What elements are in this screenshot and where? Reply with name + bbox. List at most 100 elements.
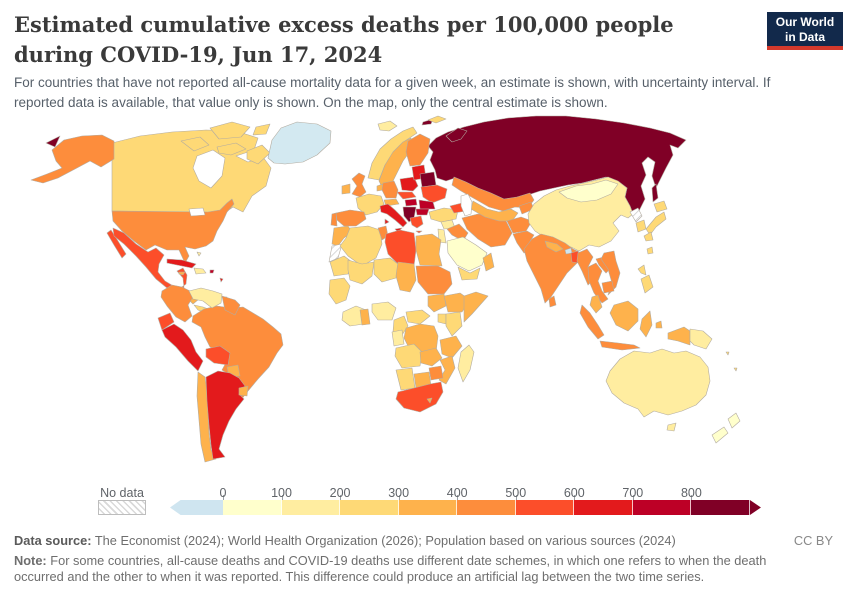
- country-poland[interactable]: [399, 176, 419, 192]
- country-angola[interactable]: [394, 343, 423, 369]
- country-peru[interactable]: [161, 323, 204, 372]
- country-jamaica[interactable]: [178, 271, 186, 276]
- country-philippines[interactable]: [637, 264, 647, 276]
- country-cambodia[interactable]: [601, 280, 615, 294]
- country-nigeria[interactable]: [371, 301, 397, 321]
- country-portugal[interactable]: [330, 212, 338, 227]
- legend-segment-500-600[interactable]: [515, 500, 575, 515]
- legend-segment-300-400[interactable]: [398, 500, 458, 515]
- country-hispaniola[interactable]: [193, 267, 207, 275]
- country-guyanas[interactable]: [221, 295, 241, 316]
- country-yemen[interactable]: [457, 266, 481, 281]
- country-venezuela[interactable]: [188, 287, 223, 309]
- country-western-sahara[interactable]: [328, 243, 343, 263]
- country-niger[interactable]: [373, 257, 399, 283]
- country-canada-islands[interactable]: [209, 121, 251, 140]
- country-bolivia[interactable]: [205, 345, 231, 366]
- country-chad[interactable]: [395, 261, 417, 293]
- legend-segment-below-zero[interactable]: [170, 500, 223, 515]
- country-cuba[interactable]: [166, 258, 197, 269]
- country-ecuador[interactable]: [157, 312, 175, 331]
- country-gabon-congo[interactable]: [391, 329, 405, 347]
- legend-segment-700-800[interactable]: [632, 500, 692, 515]
- country-new-zealand[interactable]: [711, 426, 729, 444]
- country-morocco[interactable]: [331, 225, 353, 247]
- country-svalbard[interactable]: [427, 115, 447, 124]
- country-sudan[interactable]: [415, 265, 453, 295]
- country-hungary[interactable]: [404, 198, 418, 207]
- owid-logo[interactable]: Our World in Data: [767, 12, 843, 50]
- country-japan[interactable]: [653, 200, 668, 213]
- country-ghana[interactable]: [359, 308, 371, 326]
- country-namibia[interactable]: [395, 367, 416, 391]
- country-japan[interactable]: [645, 211, 667, 236]
- country-algeria[interactable]: [339, 225, 383, 267]
- country-alaska[interactable]: [30, 134, 115, 184]
- legend-segment-600-700[interactable]: [574, 500, 633, 515]
- country-nepal[interactable]: [544, 240, 564, 253]
- country-pacific-islands[interactable]: [725, 351, 730, 356]
- country-finland[interactable]: [405, 133, 431, 167]
- country-indonesia-java[interactable]: [599, 340, 641, 351]
- country-malaysia[interactable]: [589, 294, 603, 314]
- country-canada-islands[interactable]: [216, 142, 247, 156]
- country-central-asia[interactable]: [470, 200, 519, 222]
- country-south-korea[interactable]: [635, 219, 647, 233]
- legend-no-data-swatch[interactable]: [98, 500, 146, 515]
- country-indonesia-sulawesi[interactable]: [639, 310, 653, 338]
- country-afghanistan[interactable]: [506, 216, 533, 234]
- country-iceland[interactable]: [377, 120, 398, 132]
- country-ukraine[interactable]: [420, 184, 448, 204]
- country-lesotho[interactable]: [426, 397, 433, 404]
- country-egypt[interactable]: [415, 233, 443, 267]
- country-iraq[interactable]: [446, 223, 469, 242]
- country-uganda[interactable]: [437, 313, 447, 325]
- legend-segment-400-500[interactable]: [457, 500, 516, 515]
- country-tanzania[interactable]: [439, 335, 463, 359]
- country-australia[interactable]: [605, 348, 711, 418]
- country-russia-sakhalin[interactable]: [651, 183, 659, 203]
- country-puerto-rico[interactable]: [209, 269, 215, 274]
- country-zambia[interactable]: [419, 347, 443, 367]
- country-oman[interactable]: [482, 252, 495, 272]
- country-turkey[interactable]: [428, 207, 459, 223]
- country-russia-novaya-zemlya[interactable]: [445, 127, 468, 143]
- country-mexico-baja[interactable]: [106, 229, 127, 259]
- country-north-korea[interactable]: [629, 207, 643, 223]
- country-russia-chukotka[interactable]: [45, 135, 61, 148]
- country-greece[interactable]: [409, 215, 424, 229]
- country-uruguay[interactable]: [238, 385, 249, 397]
- country-italy[interactable]: [379, 203, 408, 228]
- country-bulgaria[interactable]: [415, 208, 430, 216]
- country-mali[interactable]: [347, 259, 375, 285]
- country-czech-slovakia[interactable]: [396, 191, 417, 200]
- country-indonesia-west-new-guinea[interactable]: [667, 326, 691, 346]
- country-saudi-arabia[interactable]: [446, 236, 488, 272]
- legend-segment-0-100[interactable]: [223, 500, 282, 515]
- country-greenland[interactable]: [267, 121, 332, 165]
- country-belarus[interactable]: [419, 171, 437, 188]
- country-ireland[interactable]: [341, 183, 351, 195]
- legend-segment-200-300[interactable]: [340, 500, 399, 515]
- country-kenya[interactable]: [445, 311, 463, 337]
- country-thailand[interactable]: [587, 262, 609, 304]
- country-japan[interactable]: [643, 231, 654, 242]
- country-united-kingdom[interactable]: [351, 172, 367, 198]
- country-pacific-islands[interactable]: [733, 367, 738, 372]
- country-germany[interactable]: [381, 180, 399, 199]
- country-somalia[interactable]: [463, 291, 489, 323]
- country-bahamas[interactable]: [196, 251, 202, 257]
- country-canada-islands[interactable]: [180, 136, 210, 152]
- country-mongolia[interactable]: [558, 179, 619, 203]
- country-indonesia-sumatra[interactable]: [579, 304, 605, 340]
- country-papua-new-guinea[interactable]: [689, 328, 713, 350]
- country-zimbabwe[interactable]: [428, 365, 444, 381]
- country-central-african-republic[interactable]: [405, 309, 431, 325]
- license-badge[interactable]: CC BY: [793, 533, 833, 548]
- country-south-sudan[interactable]: [427, 293, 447, 313]
- legend-segment-100-200[interactable]: [281, 500, 341, 515]
- country-spain[interactable]: [335, 209, 367, 227]
- country-new-zealand[interactable]: [727, 412, 741, 429]
- country-philippines[interactable]: [640, 274, 654, 294]
- country-sri-lanka[interactable]: [548, 295, 557, 308]
